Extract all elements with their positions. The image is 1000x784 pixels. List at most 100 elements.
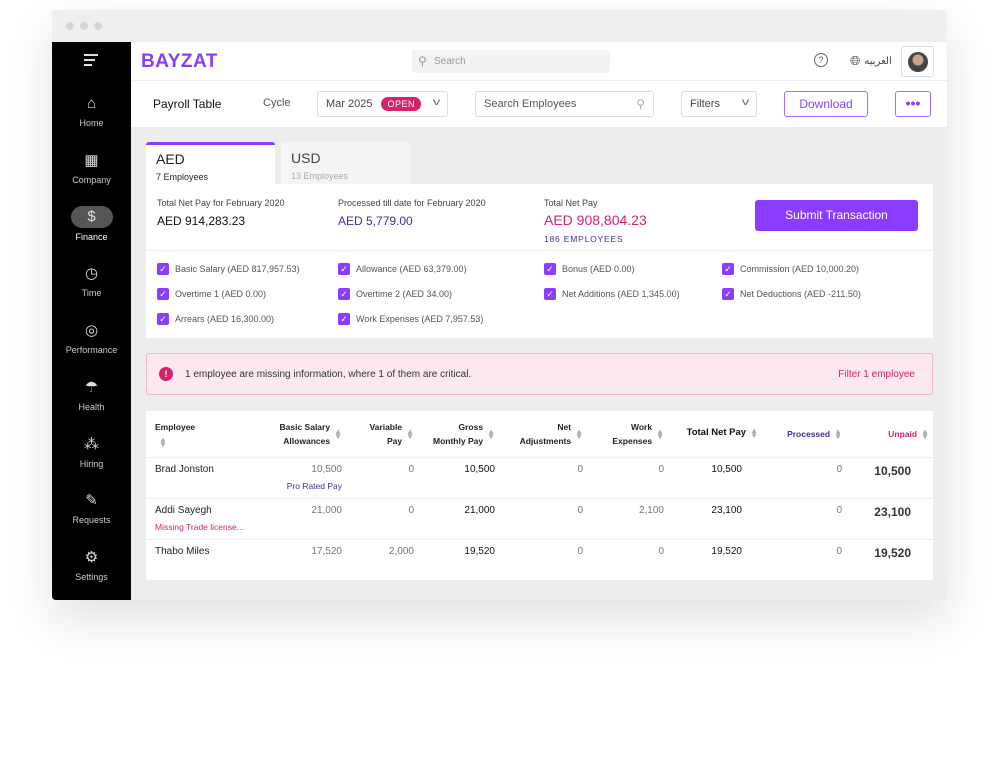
component-checkbox[interactable]: ✓ Basic Salary (AED 817,957.53) [157, 263, 300, 275]
component-checkbox[interactable]: ✓ Overtime 2 (AED 34.00) [338, 288, 452, 300]
sidebar-item-performance[interactable]: ◎ Performance [52, 321, 131, 355]
column-header[interactable]: Total Net Pay ▲ ▼ [668, 411, 762, 457]
component-label: Bonus (AED 0.00) [562, 264, 635, 274]
sort-icon[interactable]: ▲ ▼ [487, 426, 495, 441]
people-icon: ⁂ [84, 436, 99, 453]
missing-info-note[interactable]: Missing Trade license... [155, 521, 244, 532]
sort-icon[interactable]: ▲ ▼ [834, 427, 842, 442]
component-label: Net Deductions (AED -211.50) [740, 289, 861, 299]
sidebar-item-home[interactable]: ⌂ Home [52, 94, 131, 128]
tab-count: 7 Employees [156, 172, 209, 182]
chevron-down-icon: v [741, 97, 750, 108]
alert-icon: ! [159, 367, 173, 381]
table-row[interactable]: Brad Jonston 10,500 Pro Rated Pay 0 10,500 0 0… [146, 456, 933, 498]
sidebar-item-company[interactable]: ▦ Company [52, 151, 131, 185]
cell-variable: 0 [346, 497, 418, 539]
more-options-button[interactable]: ••• [895, 91, 931, 117]
sort-icon[interactable]: ▲ ▼ [334, 426, 342, 441]
component-checkbox[interactable]: ✓ Bonus (AED 0.00) [544, 263, 635, 275]
component-label: Basic Salary (AED 817,957.53) [175, 264, 300, 274]
summary-value: AED 5,779.00 [338, 214, 413, 228]
component-checkbox[interactable]: ✓ Net Additions (AED 1,345.00) [544, 288, 680, 300]
tab-usd[interactable]: USD 13 Employees [281, 142, 410, 184]
divider [146, 250, 933, 251]
sidebar-item-requests[interactable]: ✎ Requests [52, 491, 131, 525]
sidebar-item-health[interactable]: ☂ Health [52, 378, 131, 412]
component-checkbox[interactable]: ✓ Arrears (AED 16,300.00) [157, 313, 274, 325]
cell-value: 21,000 [464, 504, 495, 516]
avatar[interactable] [901, 46, 934, 77]
column-header[interactable]: Net Adjustments▲ ▼ [499, 411, 587, 457]
component-checkbox[interactable]: ✓ Allowance (AED 63,379.00) [338, 263, 467, 275]
submit-transaction-button[interactable]: Submit Transaction [755, 200, 918, 231]
sidebar-item-finance[interactable]: $ Finance [52, 206, 131, 242]
download-button[interactable]: Download [784, 91, 868, 117]
checkbox-checked-icon: ✓ [157, 288, 169, 300]
component-checkbox[interactable]: ✓ Commission (AED 10,000.20) [722, 263, 859, 275]
component-checkbox[interactable]: ✓ Work Expenses (AED 7,957.53) [338, 313, 483, 325]
component-checkbox[interactable]: ✓ Overtime 1 (AED 0.00) [157, 288, 266, 300]
cell-value: Brad Jonston [155, 463, 214, 475]
global-search-input[interactable]: ⚲ Search [412, 50, 610, 73]
sort-icon[interactable]: ▲ ▼ [575, 426, 583, 441]
sidebar-item-settings[interactable]: ⚙ Settings [52, 548, 131, 582]
filters-dropdown[interactable]: Filters v [681, 91, 757, 117]
cell-total: 10,500 [668, 456, 762, 498]
sort-icon[interactable]: ▲ ▼ [656, 426, 664, 441]
filter-employee-link[interactable]: Filter 1 employee [838, 369, 915, 380]
building-icon: ▦ [84, 152, 99, 169]
sort-icon[interactable]: ▲ ▼ [406, 426, 414, 441]
cell-value: 21,000 [311, 504, 342, 516]
cell-gross: 10,500 [418, 456, 499, 498]
table-row[interactable]: Thabo Miles 17,520 2,000 19,520 0 0 19,520 0 19,… [146, 538, 933, 580]
column-header[interactable]: Basic Salary Allowances▲ ▼ [251, 411, 346, 457]
search-placeholder: Search [434, 56, 466, 67]
column-header[interactable]: Processed ▲ ▼ [762, 411, 846, 457]
chevron-down-icon: v [432, 97, 441, 108]
cycle-select[interactable]: Mar 2025 OPEN v [317, 91, 448, 117]
summary-card: Total Net Pay for February 2020 AED 914,2… [146, 184, 933, 338]
column-header[interactable]: Employee▲ ▼ [146, 411, 251, 457]
sort-icon[interactable]: ▲ ▼ [921, 427, 929, 442]
cell-gross: 19,520 [418, 538, 499, 580]
component-checkbox[interactable]: ✓ Net Deductions (AED -211.50) [722, 288, 861, 300]
menu-icon[interactable] [84, 54, 98, 69]
cell-value: 0 [658, 545, 664, 557]
header-label: Variable [369, 421, 403, 432]
cell-value: 19,520 [874, 545, 911, 560]
cell-value: 0 [577, 545, 583, 557]
cell-value: 0 [408, 504, 414, 516]
header-label: Adjustments [519, 435, 572, 446]
cell-processed: 0 [762, 497, 846, 539]
sort-icon[interactable]: ▲ ▼ [159, 434, 167, 449]
tab-count: 13 Employees [291, 171, 349, 181]
cell-name: Addi Sayegh Missing Trade license... [146, 497, 251, 539]
column-header[interactable]: Work Expenses▲ ▼ [587, 411, 668, 457]
summary-label: Total Net Pay for February 2020 [157, 198, 285, 208]
table-row[interactable]: Addi Sayegh Missing Trade license... 21,00… [146, 497, 933, 539]
cell-value: 10,500 [711, 463, 742, 475]
header-label: Expenses [612, 435, 653, 446]
cell-value: Thabo Miles [155, 545, 210, 557]
sidebar-item-time[interactable]: ◷ Time [52, 264, 131, 298]
tab-aed[interactable]: AED 7 Employees [146, 142, 275, 184]
bayzat-logo[interactable]: BAYZAT [141, 51, 218, 72]
column-header[interactable]: Gross Monthly Pay▲ ▼ [418, 411, 499, 457]
checkbox-checked-icon: ✓ [338, 313, 350, 325]
cell-value: 0 [836, 463, 842, 475]
cell-processed: 0 [762, 538, 846, 580]
help-icon[interactable]: ? [814, 53, 828, 67]
total-net-pay-summary: Total Net Pay for February 2020 AED 914,2… [157, 198, 285, 228]
cell-value: 0 [577, 463, 583, 475]
sort-icon[interactable]: ▲ ▼ [750, 426, 758, 441]
cycle-label: Cycle [263, 97, 291, 109]
pro-rated-note[interactable]: Pro Rated Pay [286, 480, 342, 491]
column-header[interactable]: Unpaid ▲ ▼ [846, 411, 933, 457]
sidebar-item-hiring[interactable]: ⁂ Hiring [52, 435, 131, 469]
cell-value: 2,100 [638, 504, 664, 516]
checkbox-checked-icon: ✓ [544, 288, 556, 300]
language-switch[interactable]: 🌐︎ العربيه [850, 53, 892, 69]
column-header[interactable]: Variable Pay▲ ▼ [346, 411, 418, 457]
employee-search-input[interactable]: Search Employees ⚲ [475, 91, 654, 117]
window-dot [94, 22, 102, 30]
